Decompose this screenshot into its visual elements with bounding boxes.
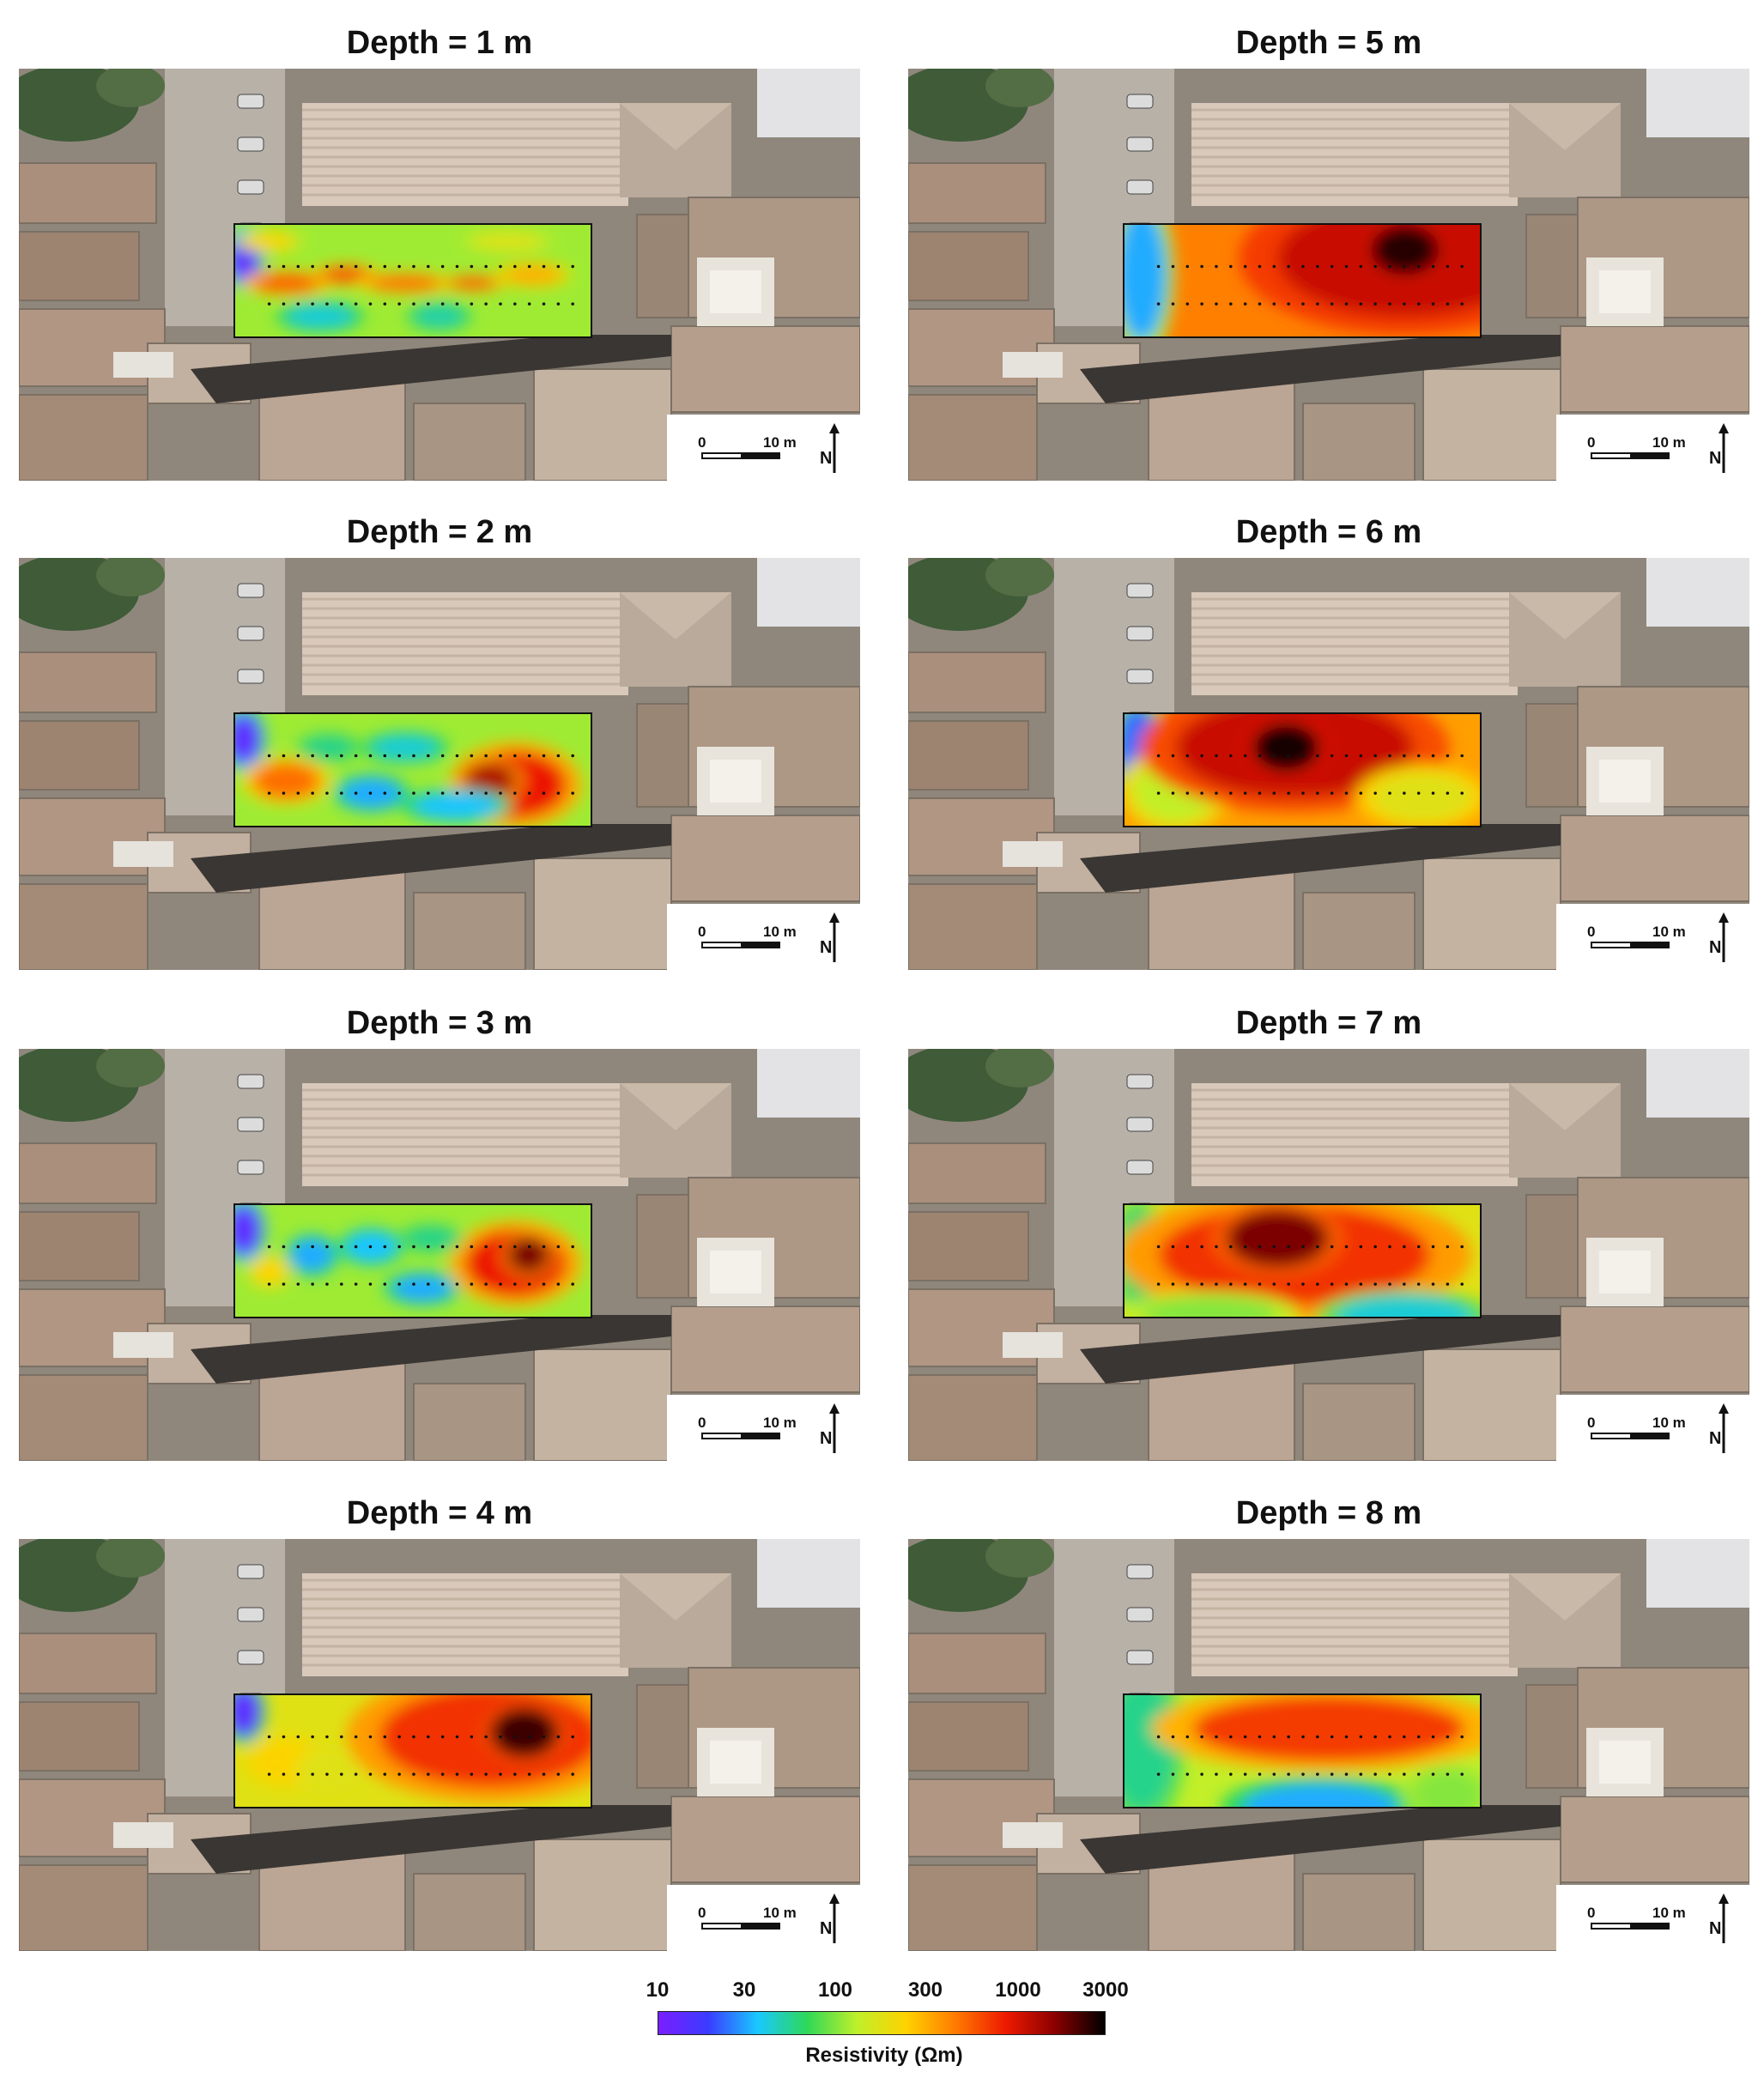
- scale-and-north: 0 10 m N: [667, 415, 860, 481]
- resistivity-slice: [1123, 712, 1482, 827]
- panel-title: Depth = 5 m: [1235, 25, 1422, 61]
- aerial-background: [19, 558, 860, 970]
- scale-zero-label: 0: [698, 924, 706, 940]
- scale-bar: [1591, 1923, 1670, 1930]
- colorbar-tick-label: 3000: [1082, 1978, 1129, 2002]
- colorbar-tick-label: 1000: [995, 1978, 1041, 2002]
- resistivity-contour: [235, 714, 591, 826]
- scale-bar: [701, 942, 780, 948]
- scale-zero-label: 0: [1587, 434, 1596, 451]
- scale-bar: [701, 1433, 780, 1439]
- scale-and-north: 0 10 m N: [667, 904, 860, 970]
- scale-zero-label: 0: [1587, 1415, 1596, 1431]
- resistivity-contour: [235, 1205, 591, 1317]
- resistivity-contour: [1124, 225, 1480, 336]
- aerial-map: 0 10 m N: [908, 1539, 1749, 1951]
- scale-ten-label: 10 m: [763, 1415, 797, 1431]
- resistivity-contour: [1124, 1205, 1480, 1317]
- north-label: N: [820, 449, 833, 468]
- aerial-background: [908, 1539, 1749, 1951]
- panel-title: Depth = 4 m: [346, 1495, 533, 1531]
- scale-bar: [1591, 1433, 1670, 1439]
- north-arrow-icon: [1719, 423, 1729, 473]
- scale-zero-label: 0: [698, 434, 706, 451]
- resistivity-slice: [233, 712, 592, 827]
- scale-ten-label: 10 m: [1652, 924, 1686, 940]
- north-arrow-icon: [829, 1403, 840, 1453]
- scale-ten-label: 10 m: [763, 924, 797, 940]
- colorbar-tick-label: 300: [907, 1978, 943, 2002]
- resistivity-contour: [235, 1695, 591, 1807]
- north-label: N: [1709, 449, 1722, 468]
- scale-bar: [1591, 942, 1670, 948]
- north-label: N: [1709, 938, 1722, 957]
- scale-and-north: 0 10 m N: [1556, 1885, 1749, 1951]
- resistivity-slice: [1123, 1203, 1482, 1318]
- north-arrow-icon: [829, 423, 840, 473]
- colorbar-legend: 10 30 100 300 1000 3000 Resistivity (Ωm): [635, 1978, 1133, 2078]
- aerial-background: [19, 1539, 860, 1951]
- scale-ten-label: 10 m: [763, 1905, 797, 1921]
- resistivity-slice: [233, 1203, 592, 1318]
- resistivity-slice: [1123, 1693, 1482, 1808]
- scale-zero-label: 0: [698, 1905, 706, 1921]
- panel-title: Depth = 1 m: [346, 25, 533, 61]
- north-arrow-icon: [1719, 1893, 1729, 1943]
- scale-and-north: 0 10 m N: [1556, 415, 1749, 481]
- scale-zero-label: 0: [1587, 1905, 1596, 1921]
- aerial-map: 0 10 m N: [908, 558, 1749, 970]
- scale-zero-label: 0: [698, 1415, 706, 1431]
- north-arrow-icon: [1719, 912, 1729, 962]
- colorbar-tick-label: 100: [817, 1978, 853, 2002]
- resistivity-slice: [1123, 223, 1482, 338]
- panel-title: Depth = 6 m: [1235, 514, 1422, 550]
- north-label: N: [1709, 1429, 1722, 1448]
- aerial-map: 0 10 m N: [908, 1049, 1749, 1461]
- panel-title: Depth = 8 m: [1235, 1495, 1422, 1531]
- scale-bar: [701, 452, 780, 459]
- scale-zero-label: 0: [1587, 924, 1596, 940]
- north-arrow-icon: [1719, 1403, 1729, 1453]
- scale-ten-label: 10 m: [763, 434, 797, 451]
- north-label: N: [820, 1919, 833, 1938]
- aerial-map: 0 10 m N: [19, 558, 860, 970]
- scale-and-north: 0 10 m N: [667, 1395, 860, 1461]
- north-label: N: [820, 938, 833, 957]
- resistivity-contour: [1124, 714, 1480, 826]
- north-label: N: [1709, 1919, 1722, 1938]
- scale-ten-label: 10 m: [1652, 1415, 1686, 1431]
- aerial-background: [908, 69, 1749, 481]
- colorbar-label: Resistivity (Ωm): [805, 2044, 963, 2067]
- panel-title: Depth = 2 m: [346, 514, 533, 550]
- aerial-map: 0 10 m N: [19, 1539, 860, 1951]
- aerial-map: 0 10 m N: [19, 69, 860, 481]
- aerial-map: 0 10 m N: [908, 69, 1749, 481]
- resistivity-contour: [1124, 1695, 1480, 1807]
- colorbar-tick-label: 10: [646, 1978, 670, 2002]
- north-arrow-icon: [829, 912, 840, 962]
- scale-bar: [701, 1923, 780, 1930]
- resistivity-contour: [235, 225, 591, 336]
- scale-bar: [1591, 452, 1670, 459]
- north-label: N: [820, 1429, 833, 1448]
- scale-and-north: 0 10 m N: [1556, 1395, 1749, 1461]
- aerial-background: [908, 558, 1749, 970]
- scale-and-north: 0 10 m N: [667, 1885, 860, 1951]
- scale-ten-label: 10 m: [1652, 1905, 1686, 1921]
- colorbar-tick-label: 30: [732, 1978, 756, 2002]
- panel-title: Depth = 3 m: [346, 1005, 533, 1041]
- scale-and-north: 0 10 m N: [1556, 904, 1749, 970]
- aerial-map: 0 10 m N: [19, 1049, 860, 1461]
- colorbar-gradient: [658, 2011, 1106, 2035]
- panel-title: Depth = 7 m: [1235, 1005, 1422, 1041]
- resistivity-slice: [233, 1693, 592, 1808]
- scale-ten-label: 10 m: [1652, 434, 1686, 451]
- north-arrow-icon: [829, 1893, 840, 1943]
- aerial-background: [19, 69, 860, 481]
- resistivity-slice: [233, 223, 592, 338]
